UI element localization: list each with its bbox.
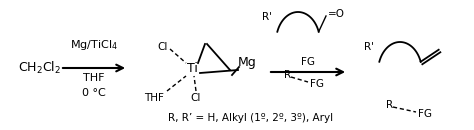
Text: 0 °C: 0 °C <box>82 88 106 98</box>
Text: CH$_2$Cl$_2$: CH$_2$Cl$_2$ <box>18 60 61 76</box>
Text: =O: =O <box>328 9 345 19</box>
Text: FG: FG <box>418 109 432 119</box>
Text: Cl: Cl <box>191 93 201 103</box>
Text: FG: FG <box>301 57 315 67</box>
Text: Cl: Cl <box>158 42 168 52</box>
Text: R': R' <box>364 42 374 52</box>
Text: THF: THF <box>83 73 105 83</box>
Text: R: R <box>284 70 292 80</box>
Text: THF: THF <box>144 93 164 103</box>
Text: Mg: Mg <box>238 56 257 69</box>
Text: FG: FG <box>310 79 324 89</box>
Text: R, R’ = H, Alkyl (1º, 2º, 3º), Aryl: R, R’ = H, Alkyl (1º, 2º, 3º), Aryl <box>168 113 333 123</box>
Text: R: R <box>386 100 393 110</box>
Text: Ti: Ti <box>187 61 198 74</box>
Text: R': R' <box>262 12 272 22</box>
Text: Mg/TiCl$_4$: Mg/TiCl$_4$ <box>70 38 118 52</box>
